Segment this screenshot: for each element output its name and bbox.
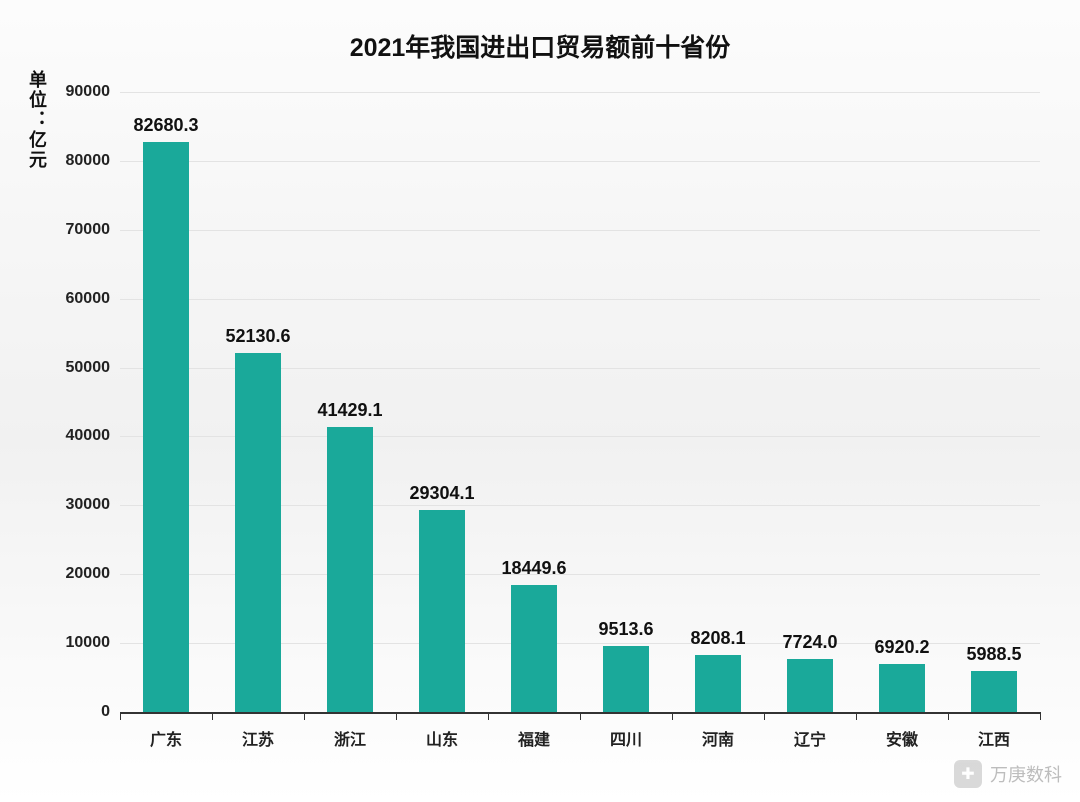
- bar-value-label: 6920.2: [874, 637, 929, 664]
- x-tick: [488, 712, 489, 720]
- bar-value-label: 41429.1: [317, 400, 382, 427]
- wechat-icon: ✚: [954, 760, 982, 788]
- bar-value-label: 8208.1: [690, 628, 745, 655]
- x-category-label: 山东: [426, 712, 458, 750]
- x-category-label: 辽宁: [794, 712, 826, 750]
- bar: 41429.1: [327, 427, 373, 712]
- watermark-text: 万庚数科: [990, 761, 1062, 787]
- bar: 9513.6: [603, 646, 649, 712]
- x-tick: [856, 712, 857, 720]
- x-category-label: 四川: [610, 712, 642, 750]
- x-category-label: 广东: [150, 712, 182, 750]
- x-category-label: 江西: [978, 712, 1010, 750]
- x-tick: [304, 712, 305, 720]
- bar-value-label: 9513.6: [598, 619, 653, 646]
- y-tick-label: 0: [101, 703, 120, 721]
- x-tick: [764, 712, 765, 720]
- x-category-label: 安徽: [886, 712, 918, 750]
- watermark: ✚ 万庚数科: [954, 760, 1062, 788]
- plot-area: 0100002000030000400005000060000700008000…: [120, 92, 1040, 712]
- bar: 82680.3: [143, 142, 189, 712]
- bar: 8208.1: [695, 655, 741, 712]
- y-axis-unit-label: 单位：亿元: [24, 70, 50, 170]
- grid-line: [120, 299, 1040, 300]
- y-tick-label: 90000: [66, 83, 121, 101]
- bar-value-label: 52130.6: [225, 326, 290, 353]
- y-tick-label: 20000: [66, 565, 121, 583]
- x-tick: [1040, 712, 1041, 720]
- x-category-label: 河南: [702, 712, 734, 750]
- bar: 5988.5: [971, 671, 1017, 712]
- bar: 18449.6: [511, 585, 557, 712]
- bar: 52130.6: [235, 353, 281, 712]
- chart-container: 2021年我国进出口贸易额前十省份 单位：亿元 0100002000030000…: [0, 0, 1080, 802]
- x-category-label: 浙江: [334, 712, 366, 750]
- x-tick: [212, 712, 213, 720]
- bar: 7724.0: [787, 659, 833, 712]
- bar: 29304.1: [419, 510, 465, 712]
- y-tick-label: 40000: [66, 427, 121, 445]
- x-tick: [672, 712, 673, 720]
- x-category-label: 福建: [518, 712, 550, 750]
- x-tick: [396, 712, 397, 720]
- grid-line: [120, 161, 1040, 162]
- grid-line: [120, 92, 1040, 93]
- bar-value-label: 82680.3: [133, 115, 198, 142]
- bar-value-label: 7724.0: [782, 632, 837, 659]
- grid-line: [120, 230, 1040, 231]
- y-tick-label: 10000: [66, 634, 121, 652]
- y-tick-label: 80000: [66, 152, 121, 170]
- x-tick: [120, 712, 121, 720]
- chart-title: 2021年我国进出口贸易额前十省份: [0, 28, 1080, 64]
- y-tick-label: 50000: [66, 359, 121, 377]
- x-category-label: 江苏: [242, 712, 274, 750]
- y-tick-label: 30000: [66, 496, 121, 514]
- y-tick-label: 70000: [66, 221, 121, 239]
- bar-value-label: 18449.6: [501, 558, 566, 585]
- bar-value-label: 5988.5: [966, 644, 1021, 671]
- x-tick: [580, 712, 581, 720]
- x-tick: [948, 712, 949, 720]
- bar-value-label: 29304.1: [409, 483, 474, 510]
- bar: 6920.2: [879, 664, 925, 712]
- y-tick-label: 60000: [66, 290, 121, 308]
